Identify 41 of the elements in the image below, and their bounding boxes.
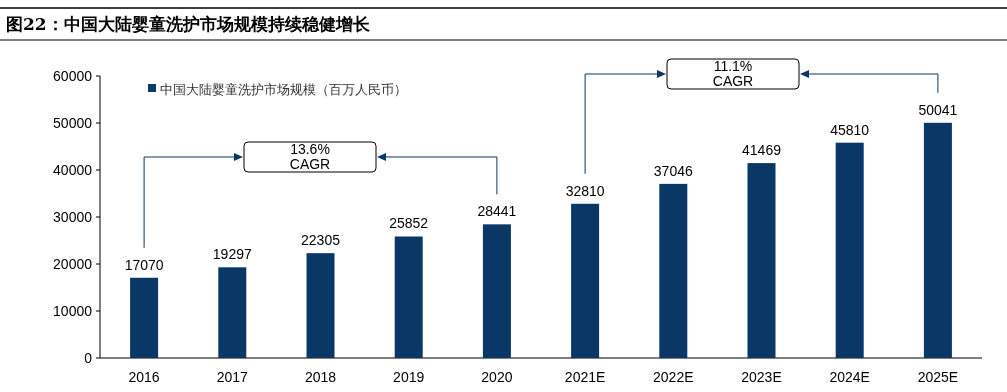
data-label: 32810	[565, 182, 605, 199]
y-tick-label: 0	[84, 350, 93, 366]
bar	[835, 142, 864, 358]
x-tick-label: 2019	[393, 369, 425, 385]
x-tick-label: 2020	[481, 369, 513, 385]
y-tick-label: 10000	[53, 303, 93, 319]
bar	[218, 267, 247, 358]
data-label: 25852	[389, 215, 429, 232]
x-tick-label: 2023E	[741, 369, 782, 385]
bar	[747, 163, 776, 358]
y-tick-label: 60000	[53, 68, 93, 84]
data-label: 28441	[477, 203, 517, 220]
data-label: 45810	[830, 121, 870, 138]
data-label: 22305	[301, 232, 341, 249]
data-label: 41469	[742, 142, 782, 159]
x-tick-label: 2022E	[653, 369, 694, 385]
bar	[130, 277, 159, 358]
x-tick-label: 2016	[128, 369, 160, 385]
x-tick-label: 2021E	[564, 369, 606, 385]
y-tick-label: 50000	[53, 115, 93, 131]
y-tick-label: 40000	[53, 162, 93, 178]
bar	[571, 203, 600, 358]
bar	[306, 253, 335, 358]
data-label: 19297	[212, 246, 252, 263]
annotation: 13.6% CAGR	[289, 141, 331, 172]
x-tick-label: 2018	[304, 369, 337, 385]
bar	[923, 122, 952, 358]
x-tick-label: 2024E	[829, 369, 870, 385]
bar	[394, 236, 423, 358]
data-label: 50041	[918, 101, 958, 118]
bar	[482, 224, 511, 358]
data-label: 37046	[653, 162, 693, 179]
chart-title: 图22：中国大陆婴童洗护市场规模持续稳健增长	[6, 14, 371, 34]
data-label: 17070	[124, 256, 164, 273]
x-tick-label: 2017	[216, 369, 249, 385]
y-tick-label: 20000	[53, 256, 93, 272]
y-tick-label: 30000	[53, 209, 93, 225]
legend-label: 中国大陆婴童洗护市场规模（百万人民币）	[160, 82, 407, 97]
x-tick-label: 2025E	[917, 369, 959, 385]
annotation: 11.1% CAGR	[712, 58, 754, 89]
bar	[659, 183, 688, 358]
